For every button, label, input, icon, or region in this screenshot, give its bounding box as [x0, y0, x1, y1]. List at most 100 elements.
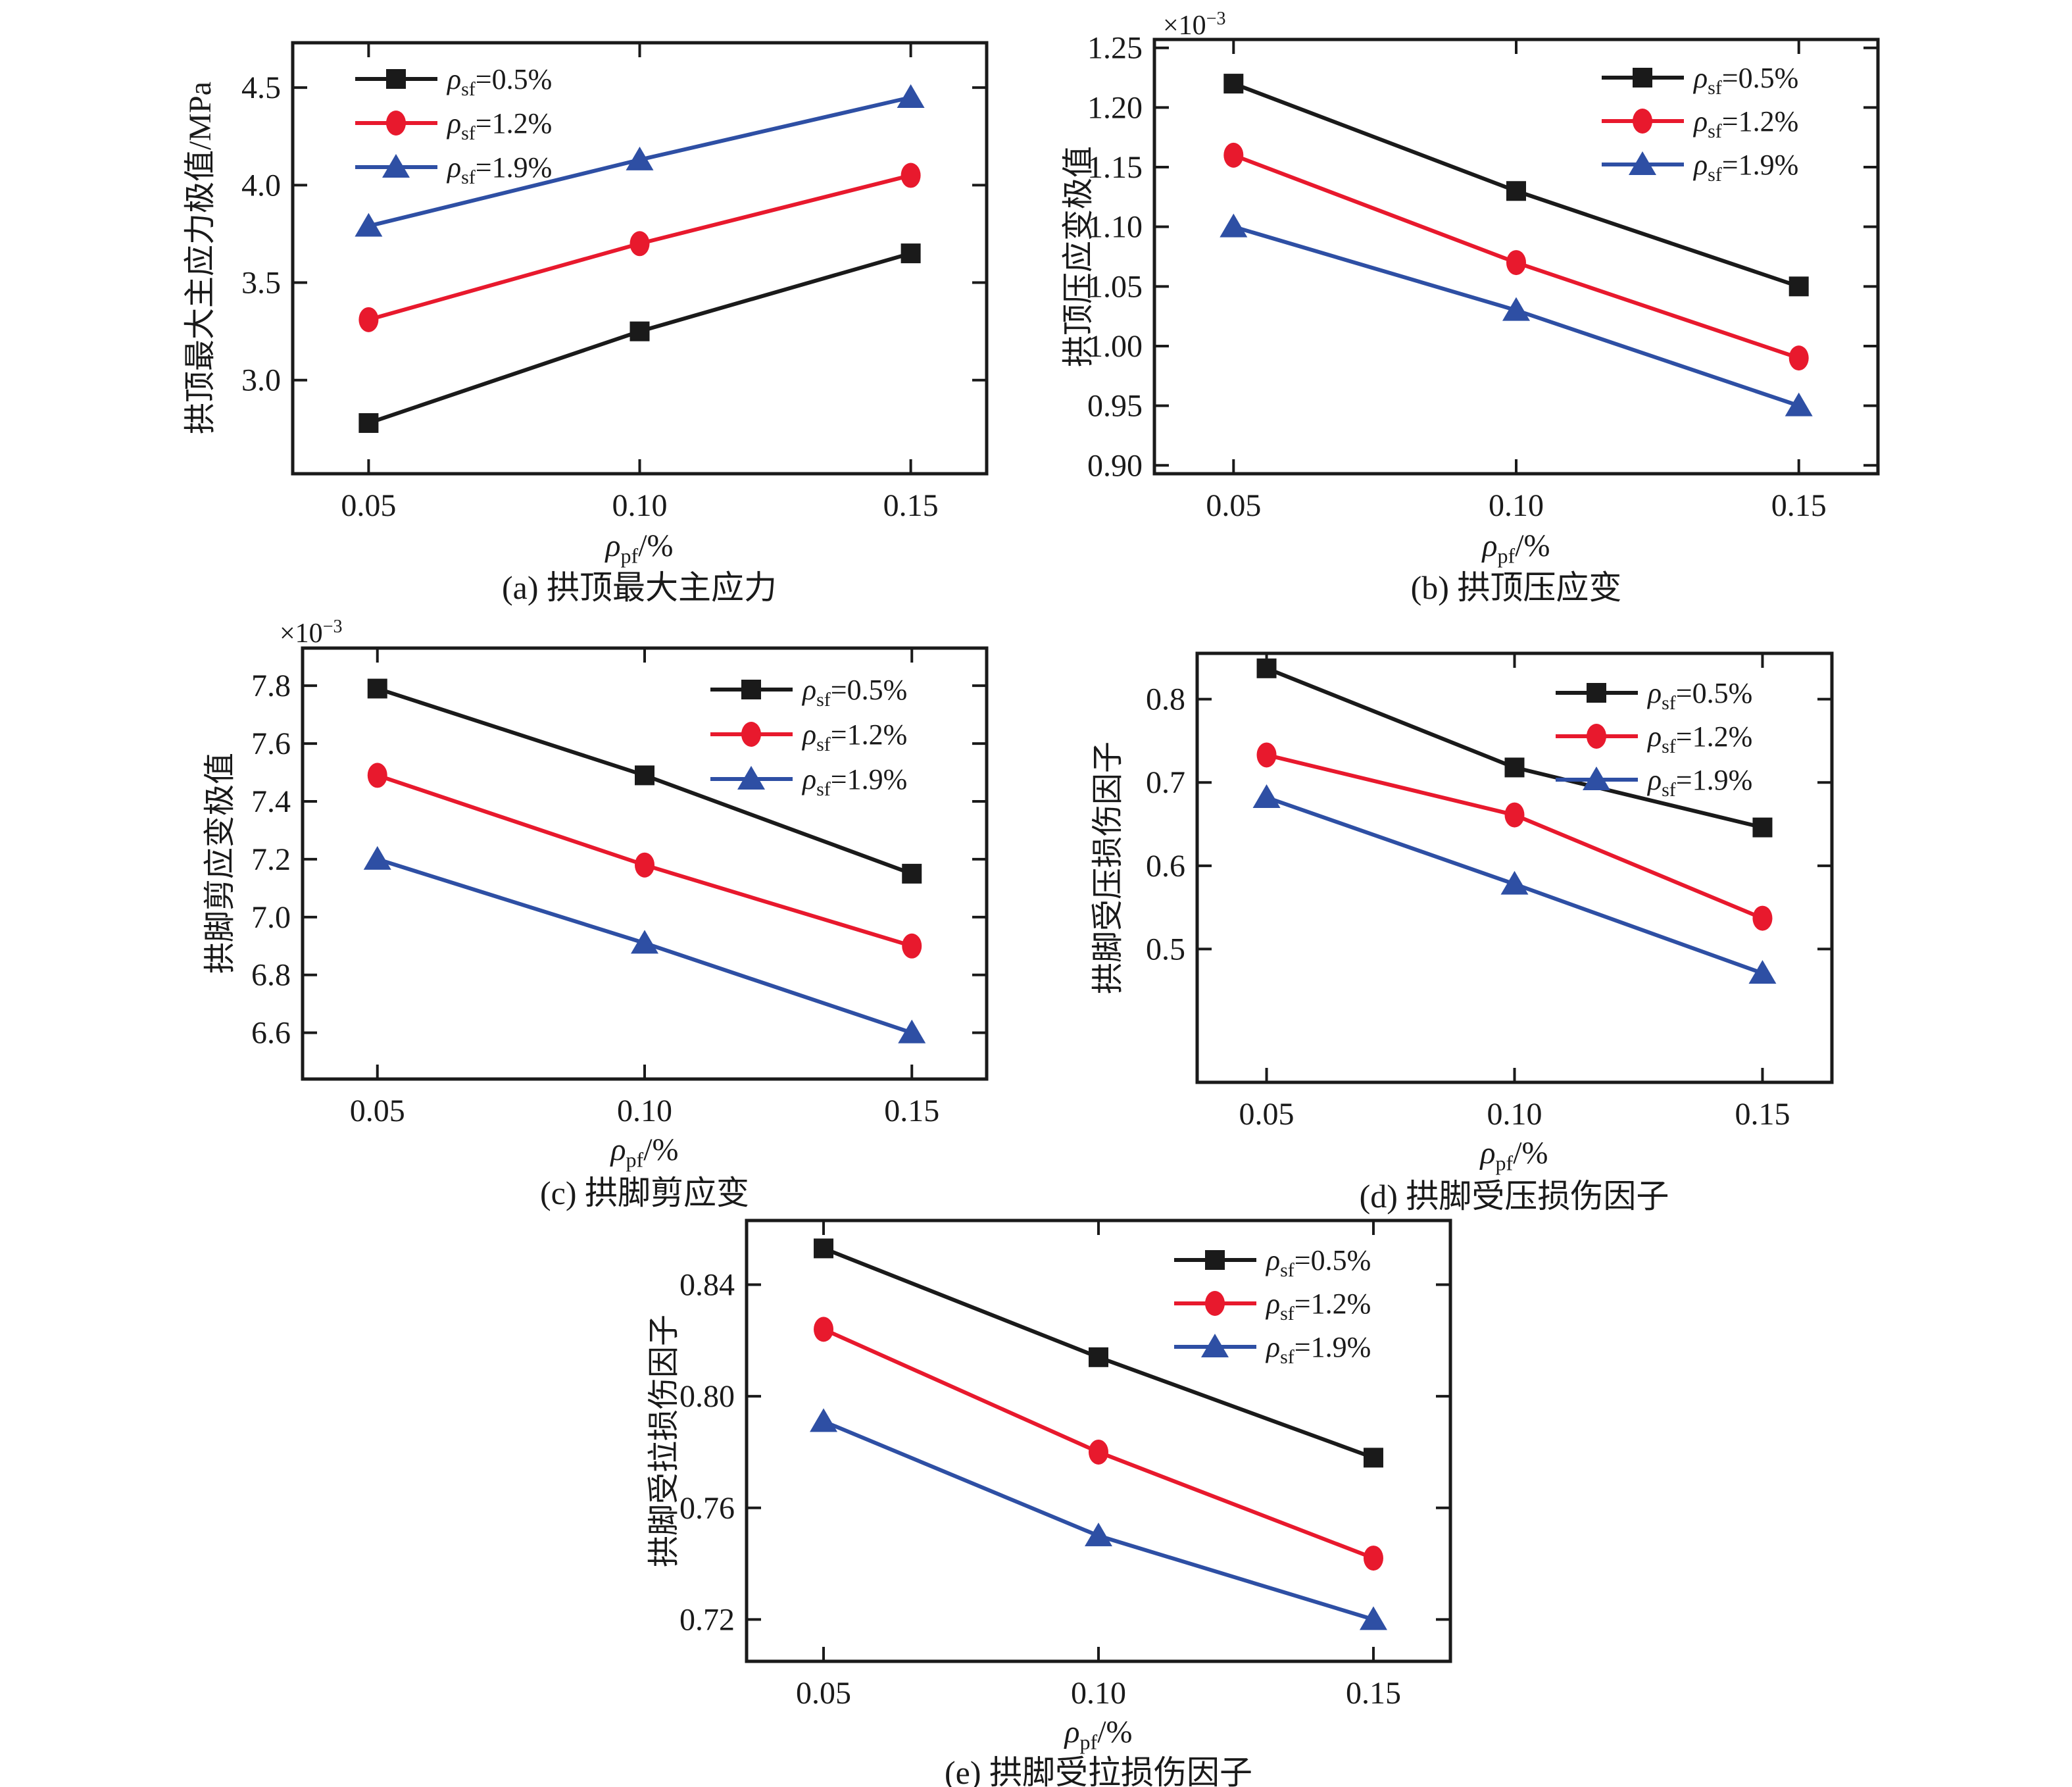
data-point-a-2-2 [897, 84, 925, 108]
data-point-e-2-0 [810, 1408, 838, 1432]
data-point-d-1-1 [1504, 802, 1525, 828]
data-point-c-2-2 [898, 1019, 926, 1044]
chart-c: 0.05 0.10 0.15 6.6 6.8 7.0 7.2 7.4 7.6 7.8 ρsf=0.5… [251, 646, 989, 1128]
data-point-d-2-0 [1252, 784, 1281, 809]
legend-label: ρsf=1.2% [1692, 105, 1798, 142]
legend-label: ρsf=0.5% [1692, 62, 1798, 99]
x-tick-label: 0.05 [350, 1094, 405, 1128]
legend-marker [1633, 68, 1652, 88]
x-tick-label: 0.15 [1771, 488, 1827, 523]
data-point-c-0-0 [367, 678, 387, 699]
x-axis-label-d: ρpf/% [1480, 1136, 1548, 1175]
y-tick-label: 0.95 [1087, 389, 1143, 424]
data-point-b-1-1 [1506, 250, 1526, 276]
y-tick-label: 7.6 [251, 726, 291, 761]
y-tick-label: 1.10 [1087, 210, 1143, 245]
x-axis-label-b: ρpf/% [1482, 528, 1550, 568]
legend-marker [741, 722, 761, 747]
plot-frame [291, 41, 989, 476]
x-tick-label: 0.10 [612, 488, 668, 523]
legend-marker [1587, 683, 1606, 703]
data-point-a-1-1 [629, 231, 650, 257]
y-tick-label: 0.5 [1146, 932, 1185, 967]
legend-label: ρsf=1.9% [1646, 764, 1752, 801]
y-tick-label: 0.76 [679, 1491, 735, 1526]
legend-marker [386, 111, 406, 136]
x-tick-label: 0.15 [884, 1094, 939, 1128]
legend-item-c-1: ρsf=1.2% [710, 718, 907, 755]
caption-a: (a) 拱顶最大主应力 [502, 569, 777, 606]
x-tick-label: 0.15 [1735, 1097, 1790, 1132]
legend-label: ρsf=1.2% [1265, 1288, 1371, 1324]
data-point-a-1-0 [358, 307, 379, 332]
data-point-e-1-0 [814, 1317, 834, 1342]
legend-label: ρsf=1.2% [1646, 720, 1752, 757]
legend-marker [741, 680, 761, 699]
legend-item-c-0: ρsf=0.5% [710, 674, 907, 711]
legend-item-d-1: ρsf=1.2% [1556, 720, 1752, 757]
data-point-b-2-1 [1502, 297, 1530, 321]
caption-d: (d) 拱脚受压损伤因子 [1359, 1178, 1669, 1215]
y-tick-label: 0.72 [679, 1602, 735, 1637]
legend-item-a-0: ρsf=0.5% [355, 63, 552, 100]
x-axis-label-a: ρpf/% [605, 528, 674, 568]
data-point-c-0-2 [902, 863, 922, 884]
caption-b: (b) 拱顶压应变 [1410, 569, 1622, 606]
legend-label: ρsf=0.5% [1646, 677, 1752, 714]
data-point-a-0-2 [900, 243, 921, 264]
data-point-d-0-0 [1256, 658, 1277, 678]
y-tick-label: 0.6 [1146, 849, 1185, 884]
legend-label: ρsf=0.5% [446, 63, 552, 100]
y-axis-multiplier-c: ×10−3 [280, 617, 343, 649]
x-tick-label: 0.10 [1487, 1097, 1542, 1132]
data-point-b-0-0 [1223, 74, 1244, 94]
y-tick-label: 4.5 [241, 70, 281, 105]
legend-marker [1629, 151, 1656, 175]
data-point-d-0-1 [1504, 757, 1525, 778]
y-tick-label: 7.2 [251, 842, 291, 877]
data-point-a-2-1 [626, 146, 654, 170]
y-axis-multiplier-b: ×10−3 [1163, 9, 1226, 41]
legend-item-c-2: ρsf=1.9% [710, 763, 907, 800]
legend-marker [1205, 1250, 1225, 1270]
legend-marker [1633, 109, 1652, 134]
y-axis-label-c: 拱脚剪应变极值 [203, 753, 237, 974]
caption-e: (e) 拱脚受拉损伤因子 [945, 1754, 1252, 1787]
x-axis-label-c: ρpf/% [610, 1132, 679, 1172]
data-point-a-0-0 [358, 413, 379, 433]
x-tick-label: 0.05 [341, 488, 396, 523]
data-point-c-0-1 [635, 765, 654, 786]
data-point-e-1-1 [1089, 1439, 1108, 1465]
data-point-b-1-2 [1788, 345, 1809, 371]
y-tick-label: 4.0 [241, 168, 281, 203]
legend-marker [737, 766, 765, 790]
legend-label: ρsf=1.2% [801, 718, 907, 755]
y-tick-label: 0.84 [679, 1268, 735, 1303]
y-tick-label: 6.8 [251, 958, 291, 993]
legend-label: ρsf=1.9% [1692, 149, 1798, 186]
y-axis-label-e: 拱脚受拉损伤因子 [647, 1315, 681, 1568]
legend-marker [386, 69, 406, 89]
legend-marker [1583, 767, 1610, 790]
data-point-b-2-2 [1785, 392, 1813, 416]
legend-item-d-2: ρsf=1.9% [1556, 764, 1752, 801]
legend-item-a-1: ρsf=1.2% [355, 107, 552, 144]
chart-b: 0.05 0.10 0.15 0.90 0.95 1.00 1.05 1.10 1.15 1.20… [1087, 31, 1880, 523]
legend-marker [1201, 1334, 1229, 1357]
legend-label: ρsf=1.9% [801, 763, 907, 800]
legend-item-e-2: ρsf=1.9% [1174, 1331, 1371, 1368]
y-axis-label-a: 拱顶最大主应力极值/MPa [183, 81, 218, 435]
data-point-e-2-1 [1085, 1523, 1112, 1547]
data-point-d-2-2 [1748, 960, 1777, 984]
legend-item-e-1: ρsf=1.2% [1174, 1288, 1371, 1324]
x-tick-label: 0.05 [796, 1676, 851, 1711]
x-tick-label: 0.10 [1071, 1676, 1126, 1711]
y-tick-label: 7.4 [251, 784, 291, 819]
data-point-e-0-2 [1363, 1447, 1383, 1468]
legend-label: ρsf=0.5% [801, 674, 907, 711]
y-tick-label: 0.8 [1146, 682, 1185, 717]
legend-label: ρsf=0.5% [1265, 1244, 1371, 1281]
legend-item-e-0: ρsf=0.5% [1174, 1244, 1371, 1281]
